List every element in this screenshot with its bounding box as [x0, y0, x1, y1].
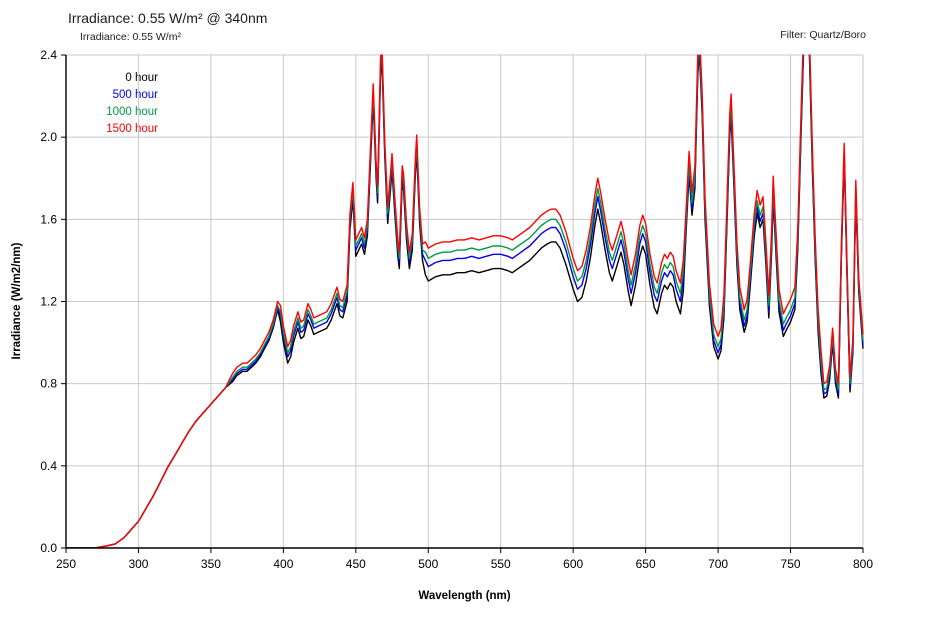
x-tick-label: 300 [128, 557, 148, 571]
series-line-500-hour [66, 54, 864, 549]
y-tick-label: 1.2 [40, 295, 57, 309]
y-tick-label: 1.6 [40, 212, 57, 226]
series-line-0-hour [66, 54, 864, 549]
chart-subtitle: Irradiance: 0.55 W/m² [80, 31, 181, 43]
x-tick-label: 350 [201, 557, 221, 571]
y-tick-label: 2.4 [40, 48, 57, 62]
y-tick-label: 0.4 [40, 459, 57, 473]
x-tick-label: 800 [853, 557, 873, 571]
legend-item-1000-hour: 1000 hour [106, 106, 158, 118]
x-tick-label: 650 [636, 557, 656, 571]
x-tick-label: 750 [781, 557, 801, 571]
legend-item-500-hour: 500 hour [112, 89, 158, 101]
x-tick-labels: 250 300 350 400 450 500 550 600 650 700 750 800 [56, 557, 873, 571]
y-tick-label: 0.8 [40, 377, 57, 391]
y-tick-label: 2.0 [40, 130, 57, 144]
x-tick-label: 600 [563, 557, 583, 571]
filter-annotation: Filter: Quartz/Boro [780, 29, 866, 41]
series-curves [66, 54, 864, 549]
x-axis-title: Wavelength (nm) [418, 590, 511, 602]
legend-item-1500-hour: 1500 hour [106, 123, 158, 135]
series-line-1000-hour [66, 54, 864, 549]
y-axis-title: Irradiance (W/m2/nm) [11, 242, 23, 360]
y-tick-labels: 0.0 0.4 0.8 1.2 1.6 2.0 2.4 [40, 48, 57, 555]
gridlines [66, 54, 864, 548]
x-tick-label: 500 [418, 557, 438, 571]
legend-item-0-hour: 0 hour [125, 72, 158, 84]
tick-marks [61, 54, 864, 553]
x-tick-label: 250 [56, 557, 76, 571]
x-tick-label: 700 [708, 557, 728, 571]
x-tick-label: 400 [273, 557, 293, 571]
chart-title: Irradiance: 0.55 W/m² @ 340nm [68, 10, 268, 26]
x-tick-label: 450 [346, 557, 366, 571]
series-line-1500-hour [66, 54, 864, 549]
x-tick-label: 550 [491, 557, 511, 571]
chart-legend: 0 hour 500 hour 1000 hour 1500 hour [62, 70, 158, 138]
y-tick-label: 0.0 [40, 541, 57, 555]
